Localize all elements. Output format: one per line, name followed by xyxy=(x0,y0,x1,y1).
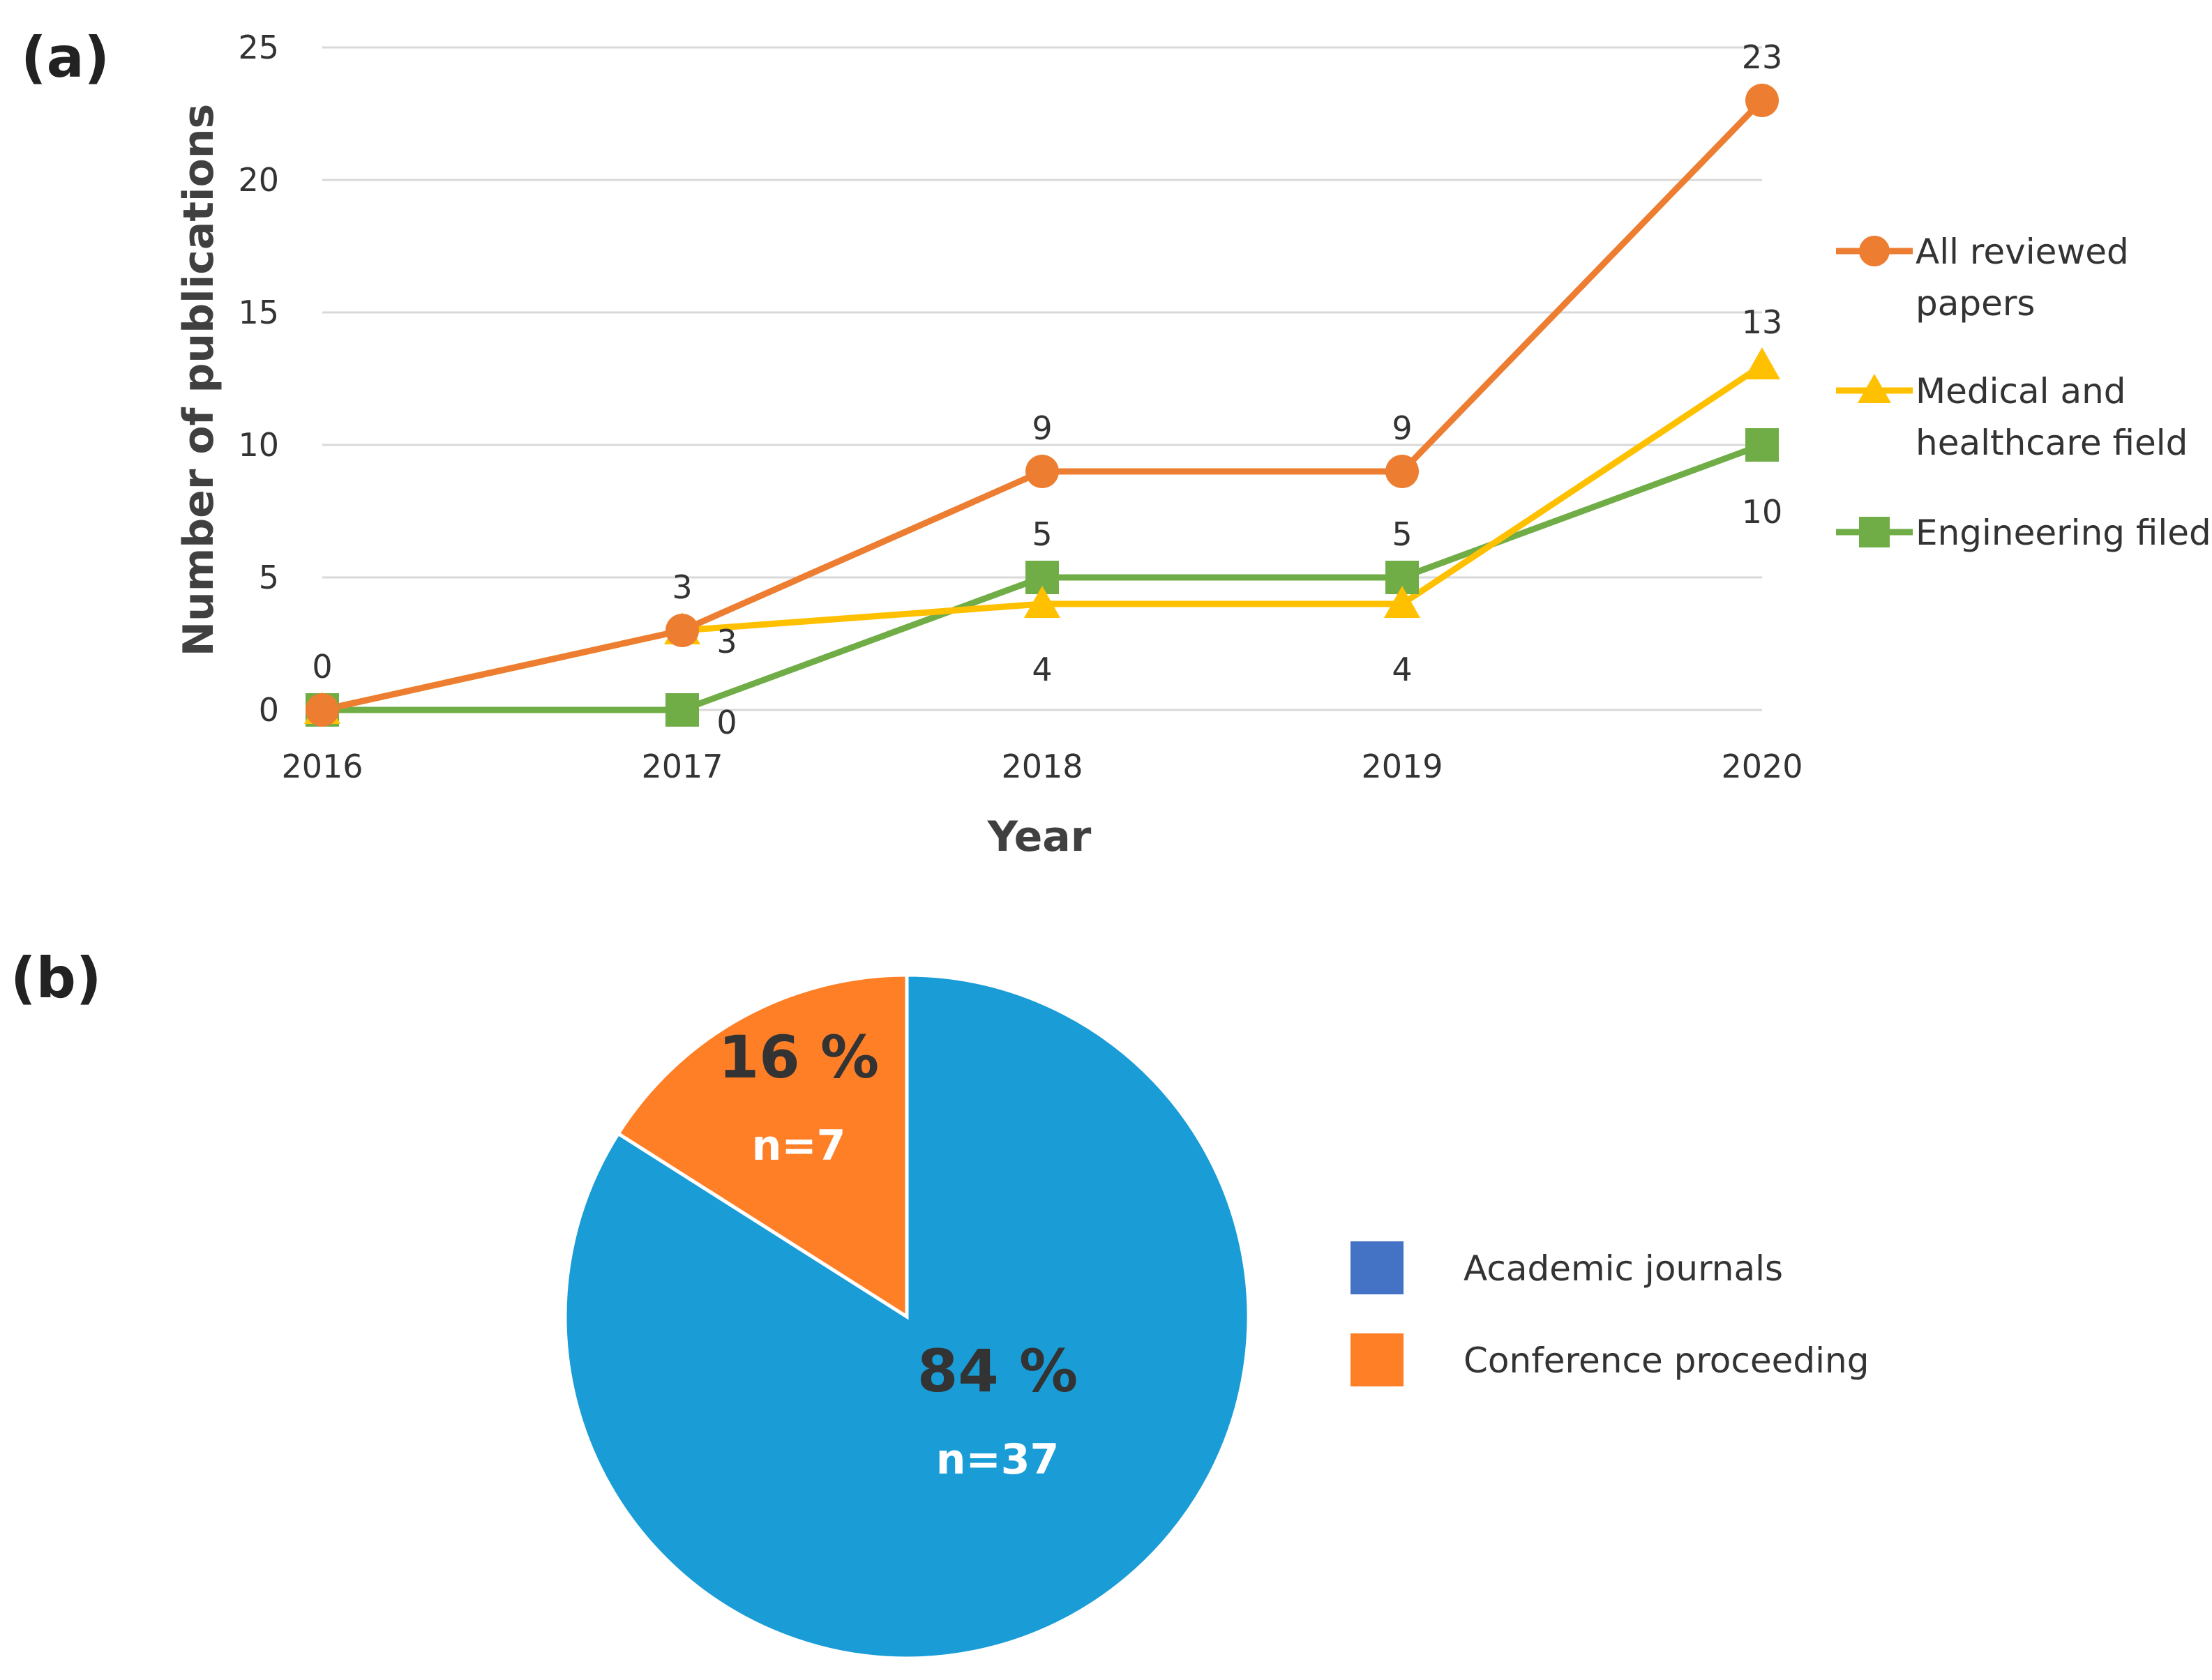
y-axis-ticks: 0 5 10 15 20 25 xyxy=(238,29,279,729)
data-point xyxy=(1744,347,1780,379)
panel-label-b: (b) xyxy=(10,946,101,1011)
data-label: 0 xyxy=(716,704,737,741)
pie-slices xyxy=(563,973,1251,1660)
x-axis-title: Year xyxy=(987,812,1092,861)
gridlines xyxy=(322,46,1762,711)
pie-percent-label: 84 % xyxy=(917,1337,1078,1405)
legend-label: Medical and healthcare field xyxy=(1916,371,2188,463)
x-axis-ticks: 2016 2017 2018 2019 2020 xyxy=(281,748,1803,785)
data-label: 3 xyxy=(716,623,737,660)
legend-marker xyxy=(1859,236,1890,266)
y-axis-title: Number of publications xyxy=(174,104,223,656)
data-label: 4 xyxy=(1392,651,1412,688)
y-tick-label: 15 xyxy=(238,294,279,331)
legend-label: Engineering filed xyxy=(1916,513,2211,553)
series-line xyxy=(322,98,1765,713)
pie-legend: Academic journals Conference proceeding xyxy=(1350,1241,1869,1386)
series-group xyxy=(304,84,1780,727)
data-labels: 0 3 9 9 23 3 4 4 13 0 5 5 10 xyxy=(312,38,1782,741)
pie-count-label: n=7 xyxy=(752,1121,846,1170)
data-label: 5 xyxy=(1032,515,1052,553)
y-tick-label: 25 xyxy=(238,29,279,66)
x-tick-label: 2020 xyxy=(1721,748,1803,785)
data-label: 5 xyxy=(1392,515,1412,553)
data-label: 9 xyxy=(1032,409,1052,447)
data-label: 4 xyxy=(1032,651,1052,688)
data-point xyxy=(1384,586,1420,618)
legend-marker xyxy=(1859,517,1890,547)
pie-count-label: n=37 xyxy=(936,1435,1059,1484)
legend-label: Academic journals xyxy=(1464,1248,1783,1289)
line-chart: 0 5 10 15 20 25 2016 2017 2018 2019 2020 Year Num… xyxy=(174,29,2211,861)
y-tick-label: 20 xyxy=(238,161,279,199)
data-point xyxy=(1745,428,1779,462)
data-label: 0 xyxy=(312,648,332,686)
data-point xyxy=(1745,84,1779,117)
y-tick-label: 0 xyxy=(259,691,279,729)
legend-label: All reviewed papers xyxy=(1916,232,2129,324)
data-label: 3 xyxy=(672,568,692,606)
y-tick-label: 5 xyxy=(259,559,279,596)
line-legend: All reviewed papers Medical and healthcare … xyxy=(1836,232,2211,553)
data-label: 10 xyxy=(1742,493,1783,531)
x-tick-label: 2016 xyxy=(281,748,363,785)
x-tick-label: 2018 xyxy=(1001,748,1083,785)
legend-marker xyxy=(1858,374,1891,403)
data-label: 13 xyxy=(1742,303,1783,341)
data-label: 23 xyxy=(1742,38,1783,76)
data-label: 9 xyxy=(1392,409,1412,447)
data-point xyxy=(306,693,339,727)
x-tick-label: 2017 xyxy=(641,748,723,785)
pie-labels: 84 % n=37 16 % n=7 xyxy=(718,1023,1078,1484)
legend-swatch xyxy=(1350,1333,1404,1386)
data-point xyxy=(665,693,699,727)
data-point xyxy=(1024,586,1060,618)
panel-label-a: (a) xyxy=(21,25,110,90)
y-tick-label: 10 xyxy=(238,426,279,464)
x-tick-label: 2019 xyxy=(1361,748,1443,785)
data-point xyxy=(1385,455,1419,488)
pie-chart: 84 % n=37 16 % n=7 Academic journals Confere… xyxy=(563,973,1869,1660)
legend-label: Conference proceeding xyxy=(1464,1340,1869,1381)
data-point xyxy=(665,614,699,647)
data-point xyxy=(1025,455,1059,488)
legend-swatch xyxy=(1350,1241,1404,1294)
pie-slice xyxy=(615,973,909,1320)
pie-percent-label: 16 % xyxy=(718,1023,879,1091)
